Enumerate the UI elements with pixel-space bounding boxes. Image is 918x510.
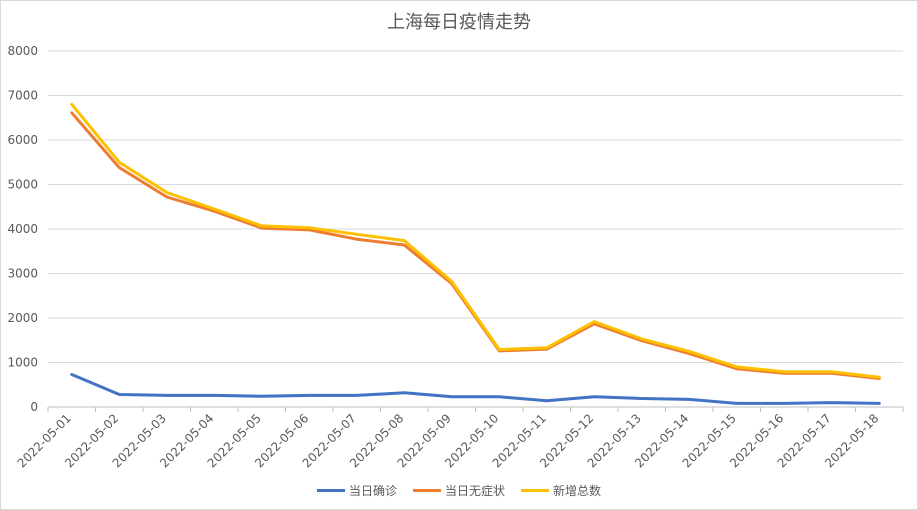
y-tick-label: 3000	[7, 267, 38, 281]
legend-swatch	[316, 489, 345, 492]
chart-legend: 当日确诊 当日无症状 新增总数	[0, 482, 918, 499]
series-lines	[70, 102, 881, 405]
series-line-2	[70, 102, 881, 379]
legend-swatch	[521, 489, 549, 492]
legend-label: 当日无症状	[444, 484, 505, 498]
chart-title: 上海每日疫情走势	[387, 12, 531, 33]
x-axis-ticks: 2022-05-012022-05-022022-05-032022-05-04…	[15, 407, 904, 470]
legend-label: 当日确诊	[348, 484, 397, 498]
y-tick-label: 6000	[7, 133, 38, 147]
y-tick-label: 5000	[7, 178, 38, 192]
legend-item-1: 当日无症状	[412, 482, 505, 499]
legend-item-0: 当日确诊	[316, 482, 397, 499]
y-tick-label: 2000	[7, 311, 38, 325]
legend-swatch	[412, 489, 441, 492]
y-tick-label: 0	[30, 400, 38, 414]
y-tick-label: 4000	[7, 222, 38, 236]
y-axis-ticks: 0 1000 2000 3000 4000 5000 6000 7000 8000	[7, 44, 38, 414]
series-line-0	[70, 373, 881, 405]
series-line-1	[70, 111, 881, 380]
y-tick-label: 8000	[7, 44, 38, 58]
grid-lines	[48, 50, 903, 408]
legend-label: 新增总数	[553, 484, 602, 498]
y-tick-label: 7000	[7, 89, 38, 103]
y-tick-label: 1000	[7, 356, 38, 370]
legend-item-2: 新增总数	[521, 482, 601, 499]
